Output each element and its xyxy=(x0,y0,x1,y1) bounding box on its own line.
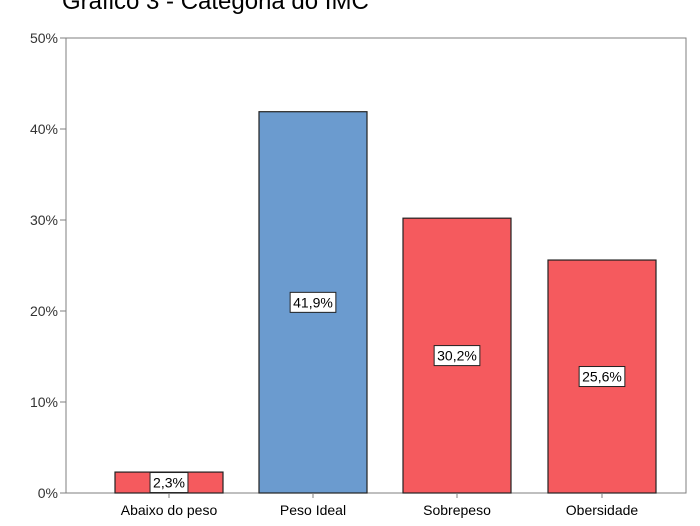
data-label-box xyxy=(289,291,337,313)
y-tick-label: 30% xyxy=(30,212,58,228)
y-tick-label: 50% xyxy=(30,30,58,46)
y-tick-label: 0% xyxy=(38,485,58,501)
data-label-text: 41,9% xyxy=(293,294,333,310)
data-label-3: 30,2% xyxy=(433,345,481,367)
x-tick-label: Obersidade xyxy=(566,502,639,518)
y-tick-label: 20% xyxy=(30,303,58,319)
data-label-text: 2,3% xyxy=(153,475,185,491)
data-label-2: 41,9% xyxy=(289,291,337,313)
chart-title: Gráfico 3 - Categoria do IMC xyxy=(62,0,369,15)
data-label-text: 25,6% xyxy=(582,369,622,385)
data-label-text: 30,2% xyxy=(437,348,477,364)
x-axis: Abaixo do peso Peso Ideal Sobrepeso Obersid… xyxy=(121,493,639,518)
data-label-box xyxy=(433,345,481,367)
x-tick-label: Abaixo do peso xyxy=(121,502,218,518)
data-label-box xyxy=(149,472,189,494)
data-label-box xyxy=(578,366,626,388)
x-tick-label: Peso Ideal xyxy=(280,502,346,518)
data-labels: 2,3% 41,9% 30,2% 25,6% xyxy=(149,291,626,494)
data-label-1: 2,3% xyxy=(149,472,189,494)
data-label-4: 25,6% xyxy=(578,366,626,388)
y-tick-label: 40% xyxy=(30,121,58,137)
y-tick-label: 10% xyxy=(30,394,58,410)
y-axis: 0% 10% 20% 30% 40% 50% xyxy=(30,30,66,501)
x-tick-label: Sobrepeso xyxy=(423,502,491,518)
